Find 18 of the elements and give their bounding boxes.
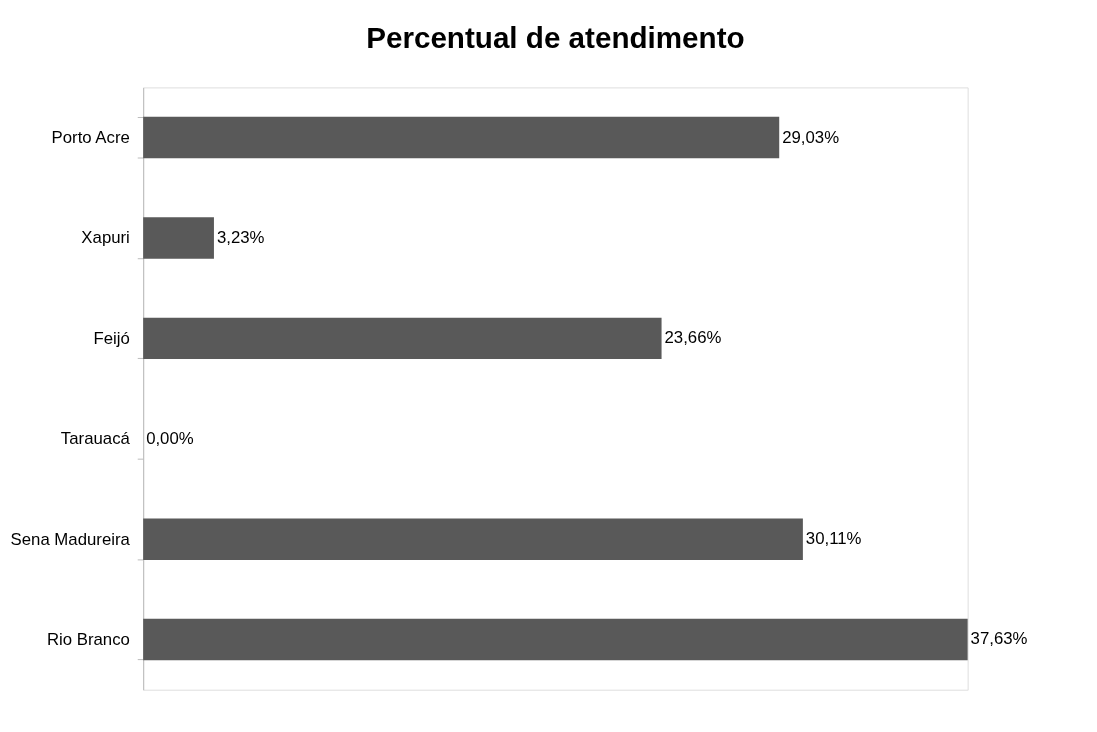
y-tick-label: Tarauacá	[60, 429, 131, 449]
y-tick-label: Xapuri	[81, 228, 130, 248]
data-label: 37,63%	[970, 629, 1028, 649]
bar	[143, 317, 662, 360]
y-tick-label: Feijó	[93, 328, 130, 348]
y-tick-label: Sena Madureira	[10, 529, 131, 549]
bar	[143, 618, 968, 661]
chart-title: Percentual de atendimento	[366, 20, 745, 54]
data-label: 30,11%	[805, 529, 862, 549]
data-label: 0,00%	[146, 428, 194, 448]
bar	[143, 217, 214, 259]
data-label: 23,66%	[664, 328, 722, 348]
data-label: 3,23%	[216, 227, 265, 247]
y-tick-label: Rio Branco	[46, 629, 130, 649]
data-label: 29,03%	[782, 127, 840, 147]
bar	[143, 518, 803, 560]
bar	[143, 116, 780, 159]
y-tick-label: Porto Acre	[51, 128, 130, 148]
